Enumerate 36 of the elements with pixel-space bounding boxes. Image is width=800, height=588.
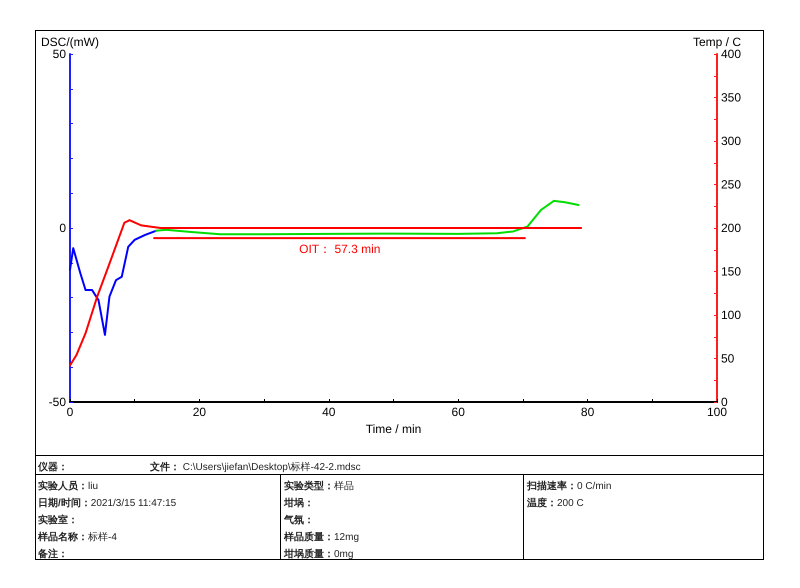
text: 实验类型：样品: [284, 479, 354, 493]
x-axis-title: Time / min: [366, 422, 422, 436]
text: 仪器：: [38, 462, 68, 473]
x-tick-label: 40: [322, 405, 336, 419]
text: 文件： C:\Users\jiefan\Desktop\标样-42-2.mdsc: [150, 460, 361, 474]
text: 样品质量：12mg: [284, 530, 360, 544]
text: 日期/时间：2021/3/15 11:47:15: [38, 496, 176, 510]
line-series: [69, 219, 582, 366]
text: 样品名称：标样-4: [38, 530, 117, 544]
y-axis-title: DSC/(mW): [41, 35, 99, 50]
text: 实验人员：liu: [38, 479, 98, 493]
y2-tick-label: 50: [721, 352, 735, 366]
y2-tick-label: 150: [721, 264, 742, 278]
y2-tick-label: 350: [721, 90, 742, 104]
y-tick-label: 50: [52, 47, 66, 61]
text: 扫描速率：0 C/min: [527, 479, 612, 493]
line-series: [69, 230, 158, 336]
y-tick-label: 0: [59, 221, 66, 235]
x-tick-label: 60: [452, 405, 466, 419]
text: 备注：: [38, 549, 68, 560]
y2-tick-label: 200: [721, 221, 742, 235]
line-series: [155, 200, 580, 236]
y-tick-label: -50: [48, 395, 66, 409]
y2-tick-label: 100: [721, 308, 742, 322]
annotation: OIT： 57.3 min: [299, 241, 380, 258]
x-tick-label: 20: [192, 405, 206, 419]
y2-tick-label: 400: [721, 47, 742, 61]
text: 温度：200 C: [527, 496, 584, 510]
text: 实验室：: [38, 515, 78, 526]
text: 气氛：: [284, 515, 314, 526]
y2-tick-label: 300: [721, 134, 742, 148]
x-tick-label: 80: [580, 405, 595, 419]
y2-tick-label: 250: [721, 178, 742, 192]
text: 坩埚质量：0mg: [284, 548, 354, 561]
y2-axis-title: Temp / C: [692, 35, 742, 50]
text: 坩埚：: [284, 498, 314, 509]
